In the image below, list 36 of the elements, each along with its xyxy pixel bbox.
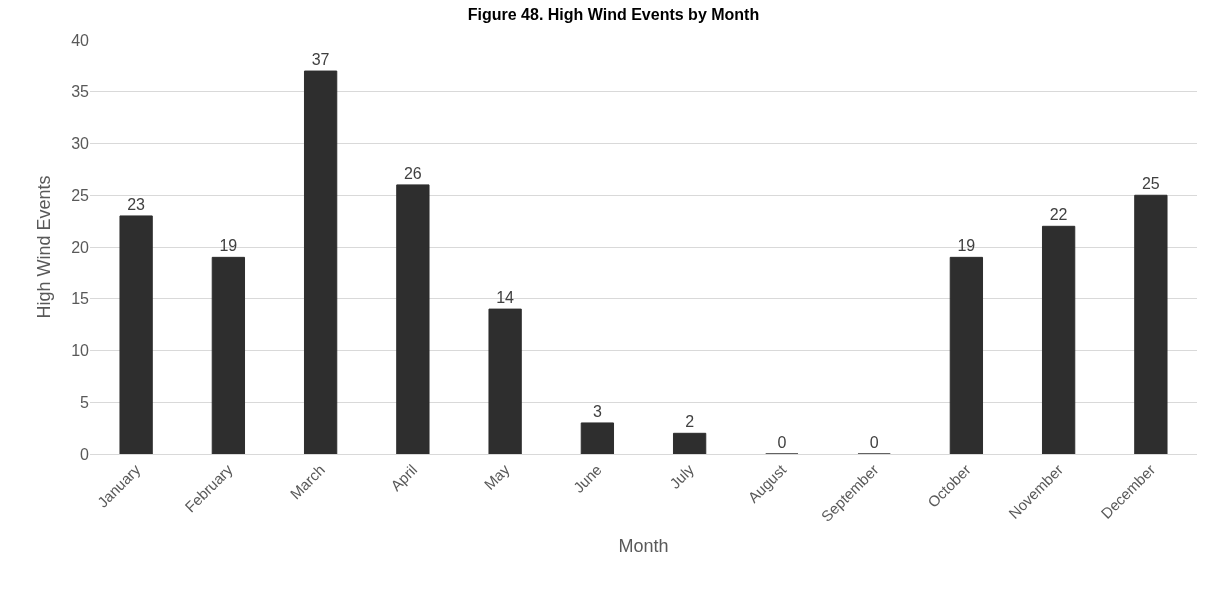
data-label: 3 xyxy=(592,402,602,420)
bar xyxy=(119,215,153,454)
bar xyxy=(949,256,984,454)
y-tick-label: 10 xyxy=(71,342,90,360)
x-tick-label: May xyxy=(480,460,513,493)
bar xyxy=(211,256,246,454)
data-label: 19 xyxy=(957,237,976,255)
data-label: 23 xyxy=(127,195,146,213)
data-label: 0 xyxy=(777,434,787,451)
bar xyxy=(580,422,615,454)
data-label: 25 xyxy=(1141,175,1160,193)
y-tick-label: 35 xyxy=(71,83,90,101)
bar xyxy=(1134,194,1168,454)
chart-title: Figure 48. High Wind Events by Month xyxy=(467,6,760,24)
data-label: 2 xyxy=(685,413,695,431)
data-label: 14 xyxy=(496,289,515,307)
bar xyxy=(488,308,522,454)
y-axis-title: High Wind Events xyxy=(34,175,55,319)
y-tick-label: 30 xyxy=(71,135,90,153)
y-tick-label: 25 xyxy=(71,186,90,204)
bar xyxy=(303,70,338,454)
y-tick-label: 15 xyxy=(71,290,90,308)
data-label: 0 xyxy=(869,434,879,451)
bar xyxy=(672,432,707,454)
bar xyxy=(396,184,430,454)
y-tick-label: 40 xyxy=(71,31,90,49)
y-tick-label: 0 xyxy=(80,445,90,463)
y-tick-label: 20 xyxy=(71,238,90,256)
data-label: 26 xyxy=(403,164,422,182)
x-axis-title: Month xyxy=(618,535,669,556)
data-label: 22 xyxy=(1049,206,1068,224)
data-label: 19 xyxy=(219,237,238,255)
bar xyxy=(1041,225,1076,454)
y-tick-label: 5 xyxy=(80,393,90,411)
x-tick-label: July xyxy=(666,460,698,492)
data-label: 37 xyxy=(311,51,330,69)
